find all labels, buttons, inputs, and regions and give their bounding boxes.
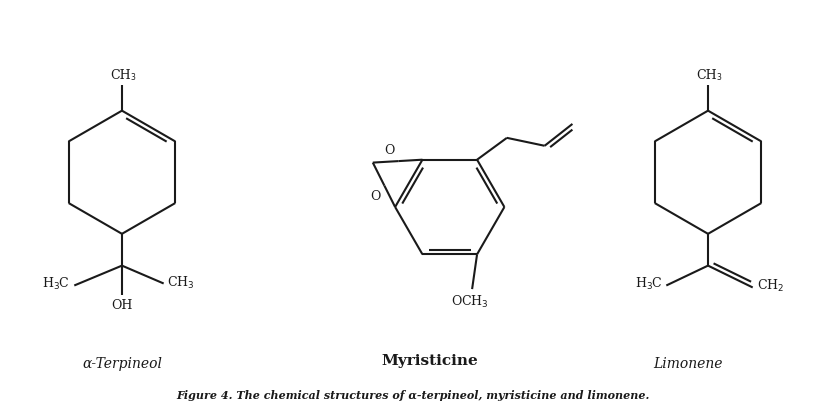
Text: α-Terpineol: α-Terpineol [83,357,162,371]
Text: O: O [384,144,395,157]
Text: CH$_3$: CH$_3$ [167,274,194,291]
Text: Myristicine: Myristicine [382,354,478,368]
Text: CH: CH [696,69,717,82]
Text: OH: OH [112,299,133,312]
Text: H$_3$C: H$_3$C [42,276,70,291]
Text: $_3$: $_3$ [716,71,722,84]
Text: CH: CH [111,69,131,82]
Text: CH$_2$: CH$_2$ [757,277,784,294]
Text: O: O [370,190,381,203]
Text: H$_3$C: H$_3$C [634,276,662,291]
Text: Figure 4. The chemical structures of α-terpineol, myristicine and limonene.: Figure 4. The chemical structures of α-t… [176,390,650,401]
Text: $_3$: $_3$ [130,71,136,84]
Text: Limonene: Limonene [653,357,723,371]
Text: OCH$_3$: OCH$_3$ [451,294,489,310]
